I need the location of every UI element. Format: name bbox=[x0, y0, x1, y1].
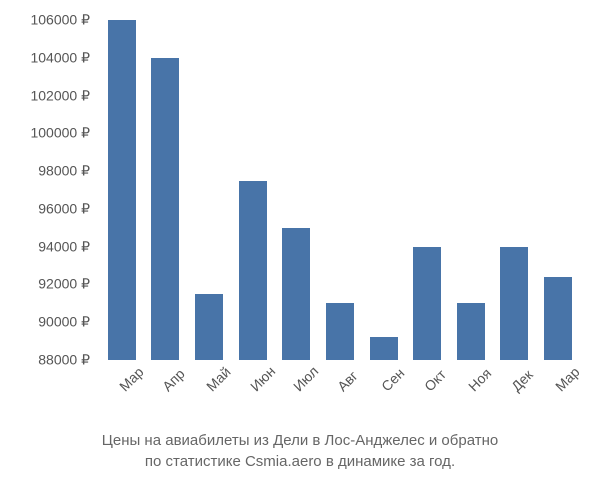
bar bbox=[370, 337, 398, 360]
price-chart: 88000 ₽ 90000 ₽ 92000 ₽ 94000 ₽ 96000 ₽ 98000… bbox=[0, 0, 600, 500]
caption-line-2: по статистике Csmia.aero в динамике за г… bbox=[0, 451, 600, 472]
bar bbox=[500, 247, 528, 360]
y-axis: 88000 ₽90000 ₽92000 ₽94000 ₽96000 ₽98000… bbox=[0, 20, 95, 360]
y-tick-label: 88000 ₽ bbox=[38, 352, 90, 369]
y-tick-label: 106000 ₽ bbox=[30, 12, 90, 29]
y-tick-label: 100000 ₽ bbox=[30, 125, 90, 142]
y-tick-label: 94000 ₽ bbox=[38, 238, 90, 255]
y-tick-label: 102000 ₽ bbox=[30, 87, 90, 104]
y-tick-label: 104000 ₽ bbox=[30, 49, 90, 66]
bars-group bbox=[100, 20, 580, 360]
bar bbox=[326, 303, 354, 360]
bar bbox=[413, 247, 441, 360]
bar bbox=[151, 58, 179, 360]
bar bbox=[282, 228, 310, 360]
y-tick-label: 96000 ₽ bbox=[38, 200, 90, 217]
y-tick-label: 92000 ₽ bbox=[38, 276, 90, 293]
bar bbox=[108, 20, 136, 360]
x-axis: МарАпрМайИюнИюлАвгСенОктНояДекМар bbox=[100, 365, 580, 425]
plot-area bbox=[100, 20, 580, 360]
bar bbox=[544, 277, 572, 360]
bar bbox=[239, 181, 267, 360]
caption-line-1: Цены на авиабилеты из Дели в Лос-Анджеле… bbox=[0, 430, 600, 451]
y-tick-label: 90000 ₽ bbox=[38, 314, 90, 331]
bar bbox=[457, 303, 485, 360]
chart-caption: Цены на авиабилеты из Дели в Лос-Анджеле… bbox=[0, 430, 600, 472]
bar bbox=[195, 294, 223, 360]
y-tick-label: 98000 ₽ bbox=[38, 163, 90, 180]
